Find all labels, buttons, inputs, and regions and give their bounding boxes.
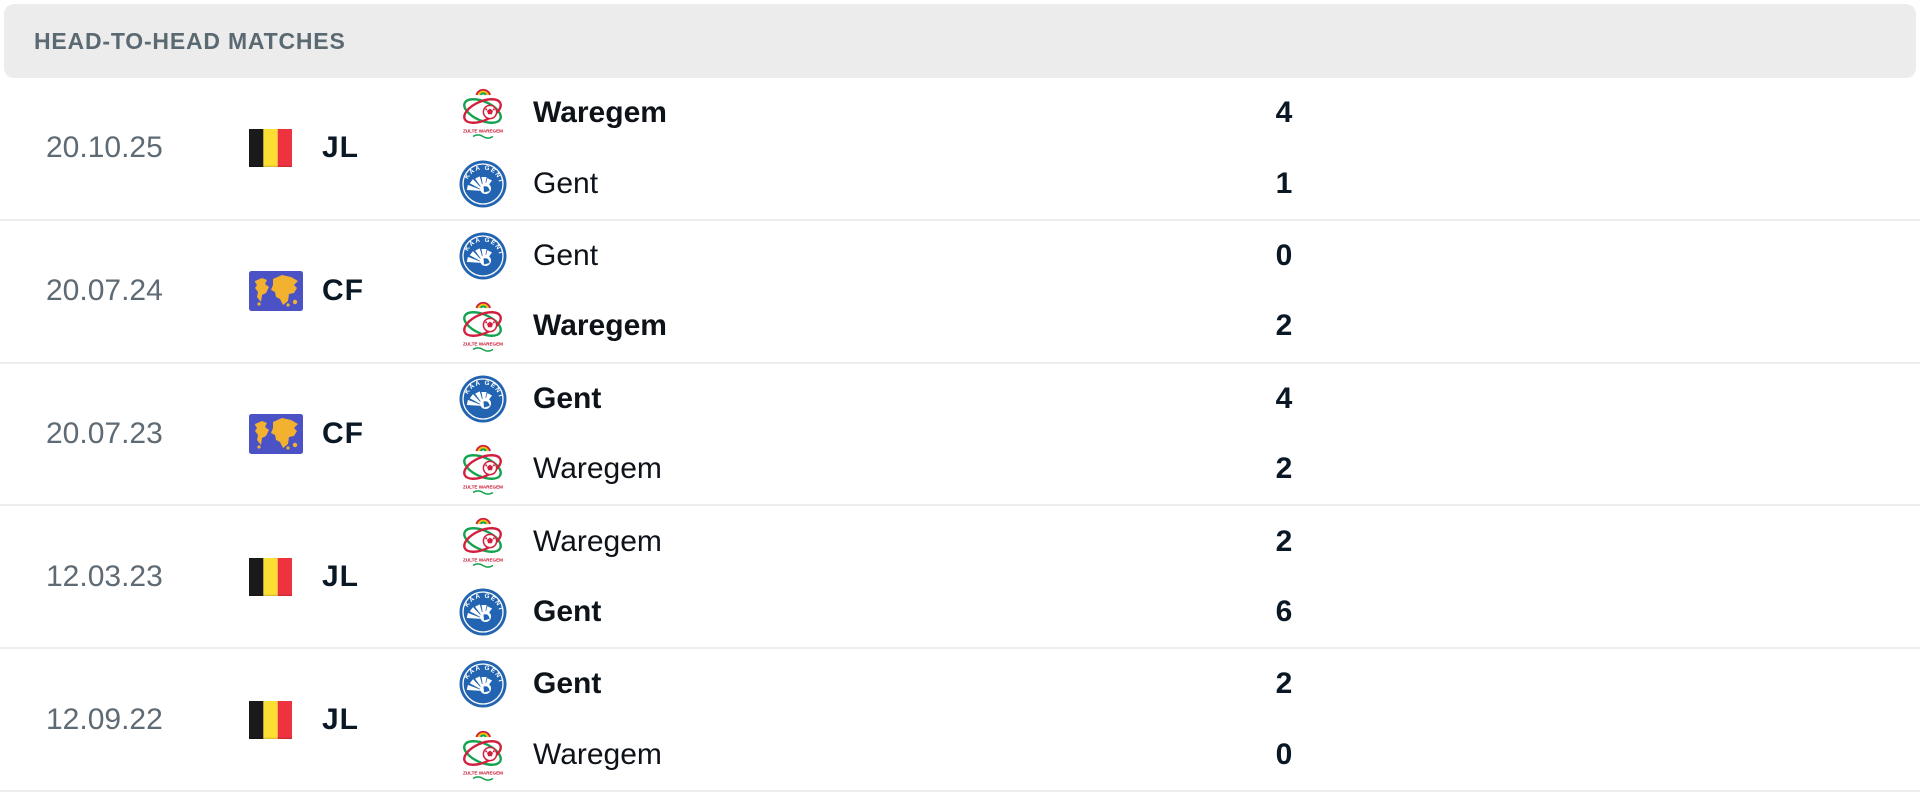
h2h-title: HEAD-TO-HEAD MATCHES bbox=[34, 27, 346, 54]
svg-text:ZULTE WAREGEM: ZULTE WAREGEM bbox=[463, 129, 503, 134]
away-team-name: Waregem bbox=[533, 737, 662, 771]
away-team-name: Gent bbox=[533, 595, 602, 628]
team-line-home: KAA GENT Gent 0 bbox=[0, 221, 1920, 291]
gent-logo-icon: KAA GENT bbox=[459, 375, 507, 423]
match-row[interactable]: 20.10.25 JL ZULTE WAREGEM Waregem 4 bbox=[0, 78, 1920, 221]
world-map-icon bbox=[249, 413, 303, 454]
home-team-logo-slot: KAA GENT bbox=[458, 370, 508, 428]
team-line-home: KAA GENT Gent 4 bbox=[0, 364, 1920, 434]
away-team-logo-slot: ZULTE WAREGEM bbox=[458, 297, 508, 355]
away-team-name: Gent bbox=[533, 166, 599, 200]
home-team-name: Gent bbox=[533, 239, 599, 272]
svg-text:ZULTE WAREGEM: ZULTE WAREGEM bbox=[463, 485, 503, 490]
away-team-name: Waregem bbox=[533, 309, 667, 343]
away-team-logo-slot: ZULTE WAREGEM bbox=[458, 726, 508, 784]
waregem-logo-icon: ZULTE WAREGEM bbox=[463, 445, 503, 496]
competition-code: CF bbox=[322, 274, 364, 308]
home-team-name: Gent bbox=[533, 667, 602, 701]
competition-icon-slot bbox=[249, 557, 292, 596]
team-line-away: KAA GENT Gent 1 bbox=[0, 148, 1920, 218]
match-row[interactable]: 20.07.24 CF KAA GENT bbox=[0, 220, 1920, 364]
match-row[interactable]: 12.09.22 JL KAA GENT bbox=[0, 649, 1920, 792]
waregem-logo-icon: ZULTE WAREGEM bbox=[463, 730, 503, 781]
competition-icon-slot bbox=[249, 129, 292, 168]
team-line-home: ZULTE WAREGEM Waregem 4 bbox=[0, 78, 1920, 148]
away-team-score: 0 bbox=[1275, 737, 1293, 771]
belgium-flag-icon bbox=[249, 700, 292, 739]
competition-icon-slot bbox=[249, 413, 303, 454]
match-date: 12.03.23 bbox=[46, 559, 163, 593]
away-team-score: 1 bbox=[1275, 166, 1293, 200]
waregem-logo-icon: ZULTE WAREGEM bbox=[463, 89, 503, 140]
away-team-name: Waregem bbox=[533, 452, 662, 486]
match-date: 20.07.23 bbox=[46, 416, 163, 450]
gent-logo-icon: KAA GENT bbox=[459, 660, 507, 708]
match-date: 12.09.22 bbox=[46, 702, 163, 736]
home-team-score: 2 bbox=[1275, 667, 1293, 701]
match-date: 20.07.24 bbox=[46, 274, 163, 308]
team-line-home: ZULTE WAREGEM Waregem 2 bbox=[0, 506, 1920, 576]
team-line-away: ZULTE WAREGEM Waregem 2 bbox=[0, 434, 1920, 504]
away-team-score: 2 bbox=[1275, 309, 1293, 343]
world-map-icon bbox=[249, 271, 303, 312]
match-date: 20.10.25 bbox=[46, 131, 163, 165]
competition-code: CF bbox=[322, 416, 364, 450]
home-team-logo-slot: KAA GENT bbox=[458, 227, 508, 285]
home-team-name: Waregem bbox=[533, 96, 667, 130]
home-team-name: Waregem bbox=[533, 524, 662, 558]
home-team-logo-slot: KAA GENT bbox=[458, 655, 508, 713]
home-team-name: Gent bbox=[533, 381, 602, 415]
gent-logo-icon: KAA GENT bbox=[459, 232, 507, 280]
belgium-flag-icon bbox=[249, 129, 292, 168]
home-team-score: 4 bbox=[1275, 96, 1293, 130]
waregem-logo-icon: ZULTE WAREGEM bbox=[463, 302, 503, 353]
away-team-score: 2 bbox=[1275, 452, 1293, 486]
team-line-away: ZULTE WAREGEM Waregem 2 bbox=[0, 291, 1920, 361]
svg-text:ZULTE WAREGEM: ZULTE WAREGEM bbox=[463, 770, 503, 775]
svg-text:ZULTE WAREGEM: ZULTE WAREGEM bbox=[463, 557, 503, 562]
home-team-logo-slot: ZULTE WAREGEM bbox=[458, 513, 508, 571]
h2h-header: HEAD-TO-HEAD MATCHES bbox=[4, 4, 1916, 78]
away-team-logo-slot: KAA GENT bbox=[458, 583, 508, 641]
home-team-score: 0 bbox=[1275, 239, 1293, 272]
team-line-home: KAA GENT Gent 2 bbox=[0, 649, 1920, 719]
team-line-away: ZULTE WAREGEM Waregem 0 bbox=[0, 720, 1920, 790]
team-line-away: KAA GENT Gent 6 bbox=[0, 577, 1920, 647]
home-team-score: 4 bbox=[1275, 381, 1293, 415]
belgium-flag-icon bbox=[249, 557, 292, 596]
gent-logo-icon: KAA GENT bbox=[459, 160, 507, 208]
competition-code: JL bbox=[322, 702, 360, 736]
waregem-logo-icon: ZULTE WAREGEM bbox=[463, 517, 503, 568]
away-team-logo-slot: KAA GENT bbox=[458, 155, 508, 213]
match-row[interactable]: 20.07.23 CF KAA GENT bbox=[0, 363, 1920, 507]
gent-logo-icon: KAA GENT bbox=[459, 588, 507, 636]
competition-code: JL bbox=[322, 559, 360, 593]
competition-code: JL bbox=[322, 131, 360, 165]
competition-icon-slot bbox=[249, 271, 303, 312]
home-team-score: 2 bbox=[1275, 524, 1293, 558]
match-list: 20.10.25 JL ZULTE WAREGEM Waregem 4 bbox=[0, 78, 1920, 792]
competition-icon-slot bbox=[249, 700, 292, 739]
away-team-score: 6 bbox=[1275, 595, 1293, 628]
match-row[interactable]: 12.03.23 JL ZULTE WAREGEM Waregem 2 bbox=[0, 506, 1920, 650]
away-team-logo-slot: ZULTE WAREGEM bbox=[458, 440, 508, 498]
svg-text:ZULTE WAREGEM: ZULTE WAREGEM bbox=[463, 342, 503, 347]
home-team-logo-slot: ZULTE WAREGEM bbox=[458, 84, 508, 142]
